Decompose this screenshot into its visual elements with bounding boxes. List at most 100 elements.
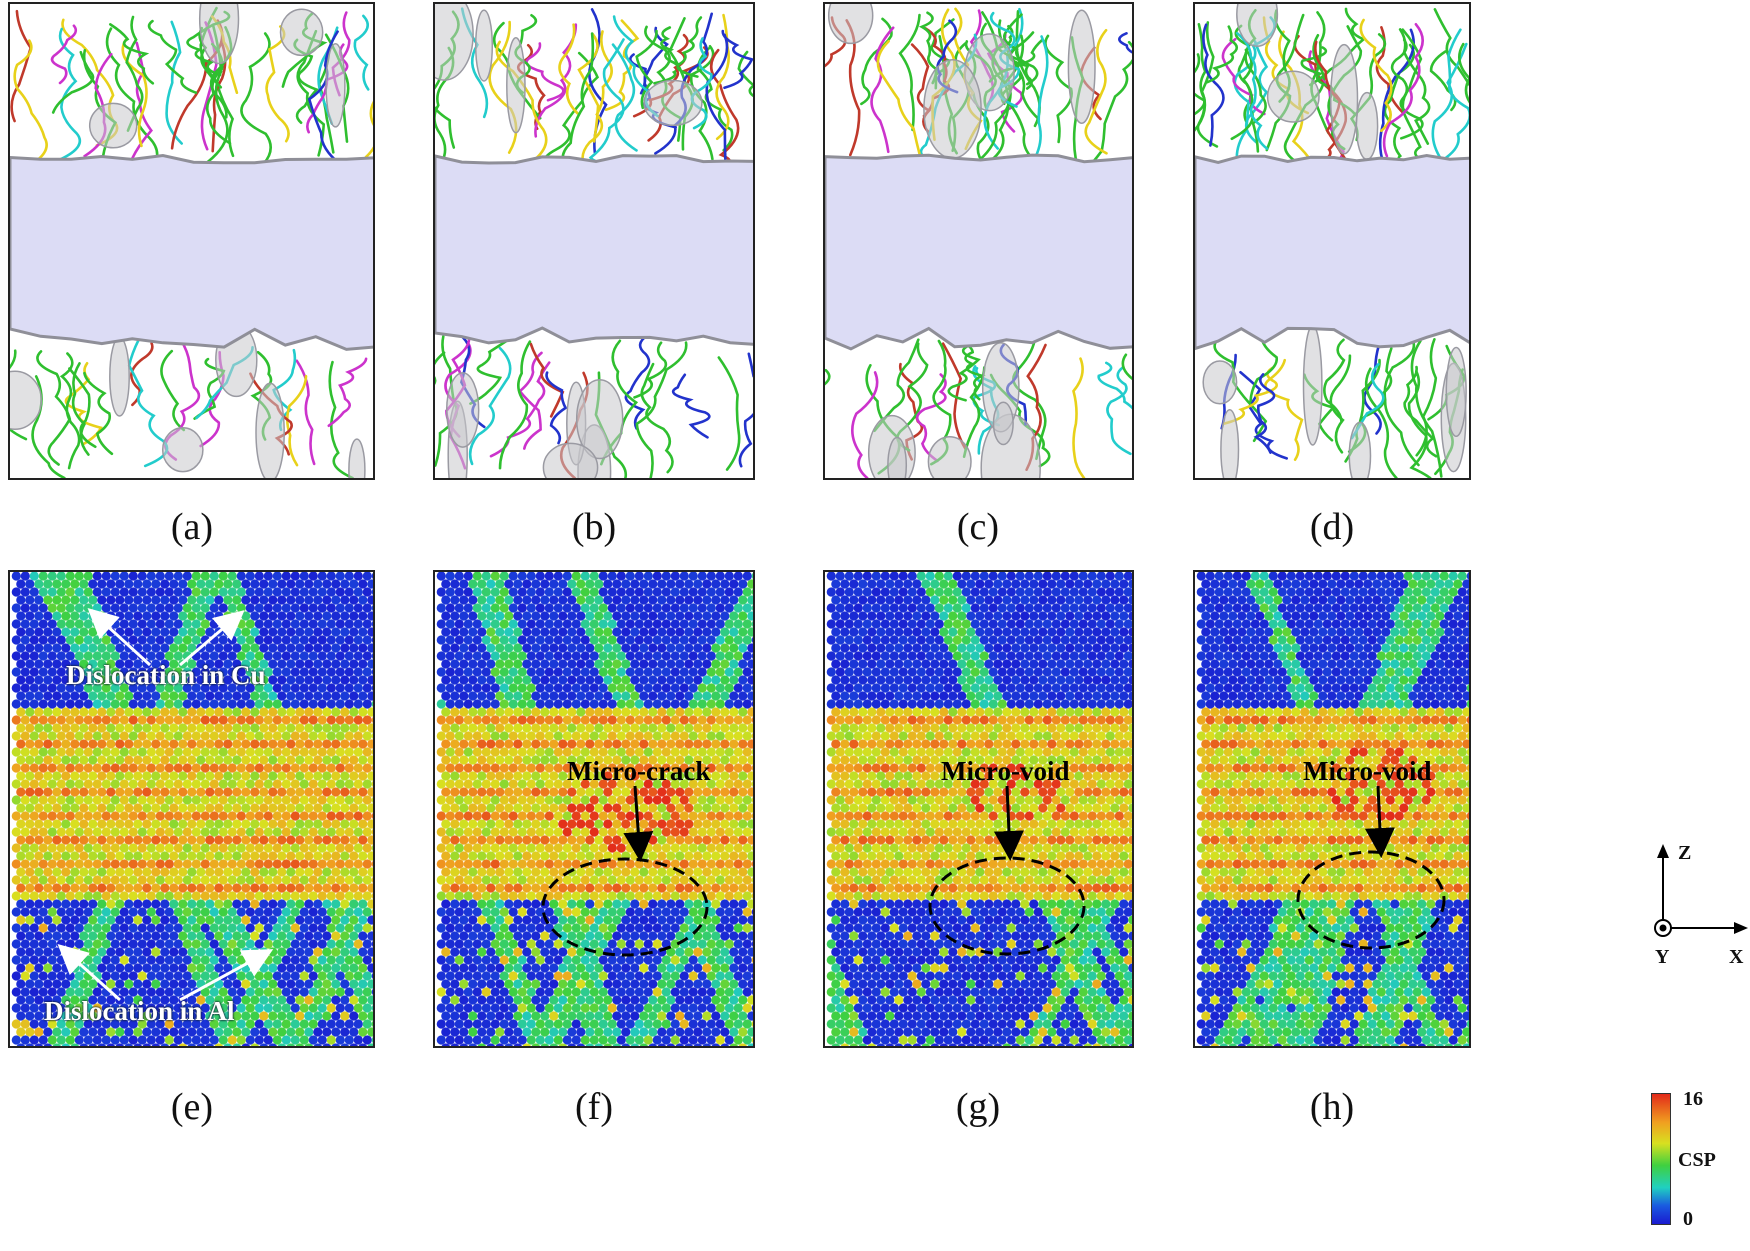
atom: [281, 971, 291, 981]
atom: [1029, 579, 1039, 589]
atom: [607, 683, 617, 693]
atom: [567, 851, 577, 861]
atom: [124, 755, 134, 765]
atom: [155, 795, 165, 805]
atom: [594, 1027, 604, 1037]
atom: [666, 1027, 676, 1037]
atom: [625, 843, 635, 853]
dislocation-line: [870, 26, 895, 154]
atom: [652, 795, 662, 805]
atom: [83, 907, 93, 917]
atom: [83, 955, 93, 965]
atom: [38, 667, 48, 677]
dislocation-line: [611, 43, 638, 152]
atom: [544, 603, 554, 613]
atom: [531, 1011, 541, 1021]
atom: [585, 883, 595, 893]
atom: [468, 963, 478, 973]
atom: [236, 779, 246, 789]
caption-a: (a): [170, 506, 214, 548]
dislocation-line: [1072, 357, 1086, 478]
atom: [844, 572, 854, 581]
atom: [272, 667, 282, 677]
atom: [499, 619, 509, 629]
atom: [241, 675, 251, 685]
dislocation-line: [495, 40, 548, 161]
atom: [277, 883, 287, 893]
atom: [151, 675, 161, 685]
atom: [362, 875, 372, 885]
atom: [101, 907, 111, 917]
atom: [657, 675, 667, 685]
atom: [585, 931, 595, 941]
atom: [16, 867, 26, 877]
atom: [517, 939, 527, 949]
atom: [353, 875, 363, 885]
atom: [236, 907, 246, 917]
atom: [522, 835, 532, 845]
atom: [20, 619, 30, 629]
atom: [720, 947, 730, 957]
atom: [688, 987, 698, 997]
atom: [625, 811, 635, 821]
atom: [531, 675, 541, 685]
atom: [558, 851, 568, 861]
atom: [729, 931, 739, 941]
atom: [742, 667, 752, 677]
atom: [643, 747, 653, 757]
atom: [733, 572, 743, 581]
atom: [367, 867, 373, 877]
atom: [607, 1019, 617, 1029]
atom: [169, 867, 179, 877]
atom: [164, 747, 174, 757]
atom: [56, 699, 66, 709]
atom: [513, 739, 523, 749]
atom: [272, 587, 282, 597]
atom: [693, 1027, 703, 1037]
atom: [454, 603, 464, 613]
atom: [268, 707, 278, 717]
atom: [254, 651, 264, 661]
atom: [142, 979, 152, 989]
atom: [56, 1003, 66, 1013]
atom: [603, 579, 613, 589]
atom: [607, 731, 617, 741]
atom: [308, 891, 318, 901]
atom: [625, 987, 635, 997]
atom: [173, 683, 183, 693]
atom: [290, 939, 300, 949]
atom: [164, 603, 174, 613]
free-surface: [255, 382, 285, 478]
atom: [495, 723, 505, 733]
atom: [697, 811, 707, 821]
atom: [733, 939, 743, 949]
atom: [272, 1003, 282, 1013]
atom: [56, 747, 66, 757]
atom: [196, 835, 206, 845]
atom: [445, 635, 455, 645]
atom: [499, 1019, 509, 1029]
atom: [738, 819, 748, 829]
atom: [290, 955, 300, 965]
atom: [160, 867, 170, 877]
atom: [603, 867, 613, 877]
atom: [241, 931, 251, 941]
atom: [562, 779, 572, 789]
atom: [313, 787, 323, 797]
atom: [481, 587, 491, 597]
atom: [38, 891, 48, 901]
atom: [115, 979, 125, 989]
atom: [88, 627, 98, 637]
atom: [61, 1027, 71, 1037]
atom: [223, 979, 233, 989]
atom: [450, 947, 460, 957]
atom: [128, 619, 138, 629]
atom: [362, 715, 372, 725]
atom: [254, 683, 264, 693]
atom: [371, 796, 373, 804]
atom: [200, 603, 210, 613]
atom: [146, 619, 156, 629]
atom: [720, 995, 730, 1005]
atom: [643, 939, 653, 949]
atom: [580, 811, 590, 821]
